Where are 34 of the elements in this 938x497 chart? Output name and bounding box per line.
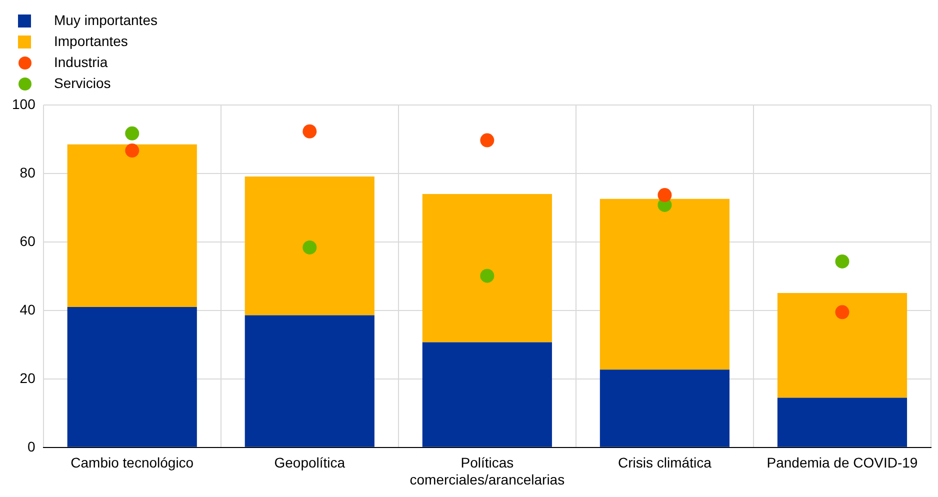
bar — [422, 342, 552, 447]
bar — [600, 198, 730, 370]
point — [302, 240, 317, 254]
point — [658, 188, 672, 202]
y-tick-label: 60 — [20, 232, 36, 249]
y-tick-label: 0 — [28, 438, 36, 454]
x-tick-label: Políticas comerciales/arancelarias — [410, 454, 565, 488]
legend-label: Muy importantes — [54, 12, 158, 28]
point — [480, 133, 494, 148]
legend-label: Servicios — [54, 74, 111, 91]
y-tick-label: 100 — [12, 96, 36, 112]
bar — [422, 194, 552, 342]
point — [125, 144, 140, 158]
y-tick-label: 80 — [20, 164, 36, 180]
legend-label: Industria — [54, 54, 108, 70]
point — [835, 254, 850, 268]
bar — [777, 398, 908, 447]
y-tick-label: 20 — [20, 370, 36, 386]
x-tick-label: Crisis climática — [618, 454, 712, 471]
point — [125, 126, 140, 140]
bar — [777, 292, 908, 398]
point — [302, 124, 317, 138]
bar — [244, 176, 374, 316]
legend-label: Importantes — [54, 32, 128, 49]
bar — [67, 144, 197, 308]
bar — [244, 315, 374, 447]
x-tick-label: Geopolítica — [274, 454, 346, 471]
bar — [67, 307, 197, 447]
point — [835, 305, 850, 320]
x-tick-label: Pandemia de COVID-19 — [766, 454, 918, 471]
bar — [600, 370, 730, 447]
point — [480, 268, 494, 283]
x-tick-label: Cambio tecnológico — [70, 454, 194, 471]
y-tick-label: 40 — [20, 301, 36, 318]
